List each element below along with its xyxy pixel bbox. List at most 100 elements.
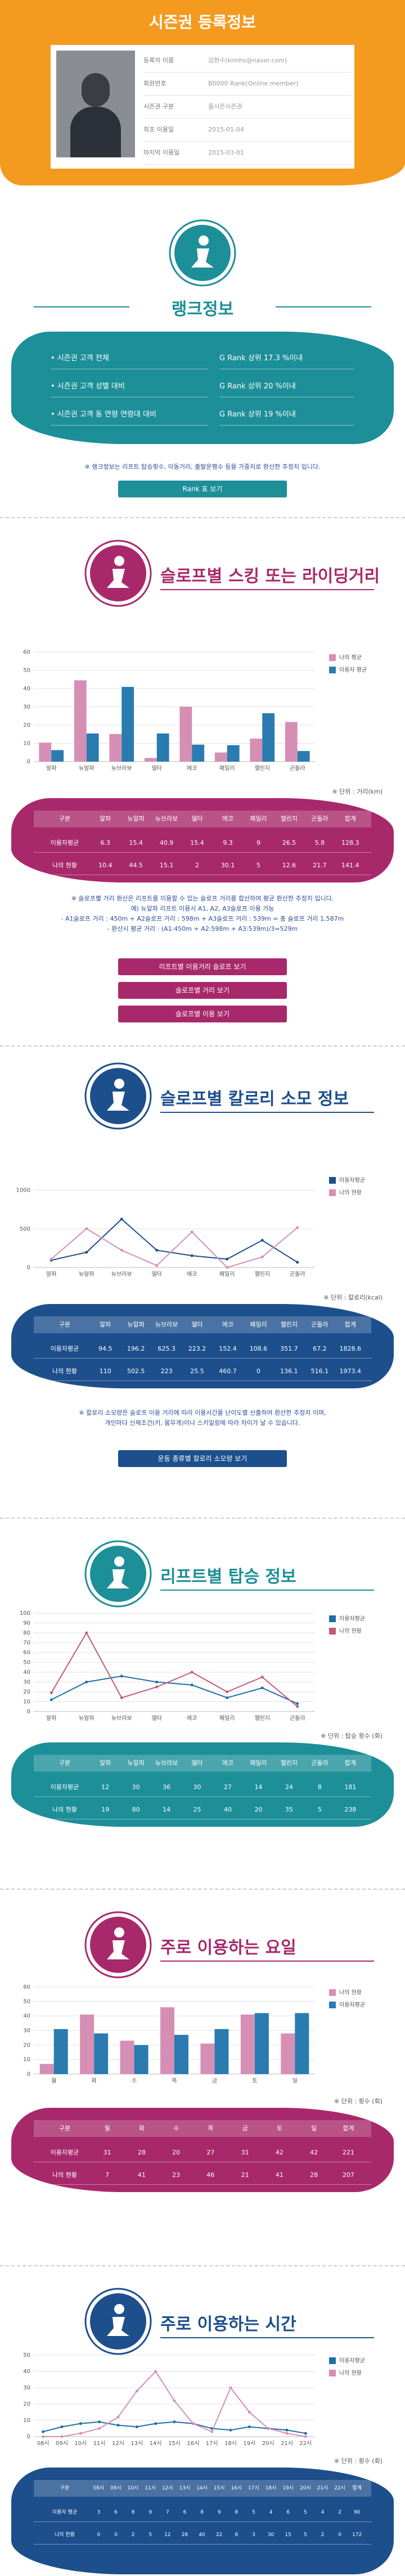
- button[interactable]: 리프트별 이용거리 슬로프 보기: [118, 958, 287, 975]
- y-tick-label: 30: [23, 1679, 30, 1686]
- table-cell: 5.8: [314, 839, 325, 846]
- note: ※ 칼로리 소모량은 슬로프 이용 거리에 따라 이용시간을 난이도별 산출하여…: [79, 1409, 326, 1416]
- x-tick-label: 금: [212, 2077, 217, 2084]
- divider: [160, 1590, 374, 1591]
- icon-glyph: [107, 1092, 129, 1111]
- legend-label: 이용자평균: [339, 1615, 365, 1622]
- table-cell: 625.3: [158, 1345, 176, 1352]
- table-cell: 나의 현황: [52, 862, 77, 869]
- point: [296, 1226, 299, 1229]
- table-cell: 30: [132, 1783, 140, 1791]
- table-header: 일: [311, 2125, 317, 2132]
- table-cell: 31: [103, 2149, 111, 2156]
- point: [85, 1251, 88, 1254]
- point: [135, 2425, 138, 2429]
- point: [50, 1691, 53, 1695]
- table-cell: 42: [275, 2149, 284, 2156]
- point: [210, 2430, 214, 2433]
- y-tick-label: 50: [23, 2352, 30, 2358]
- table-cell: 460.7: [219, 1368, 237, 1375]
- rank-banner: • 시즌권 고객 전체 G Rank 상위 17.3 %이내 • 시즌권 고객 성별…: [11, 332, 394, 444]
- point: [135, 2389, 138, 2393]
- table-cell: 15.1: [159, 862, 174, 869]
- section-icon: [84, 1911, 152, 1979]
- table-header: 에코: [222, 1759, 234, 1767]
- bar: [51, 750, 64, 762]
- table-cell: 128.3: [341, 839, 359, 846]
- x-tick-label: 15시: [168, 2440, 181, 2447]
- table-cell: 2: [321, 2532, 325, 2538]
- point: [229, 2428, 232, 2432]
- table-row-line: [34, 2521, 371, 2522]
- table-header: 09시: [110, 2486, 122, 2491]
- table-row-line: [34, 1796, 371, 1797]
- bar: [214, 752, 227, 762]
- table-cell: 1973.4: [339, 1368, 362, 1375]
- icon-glyph: [114, 556, 124, 566]
- x-tick-label: 에코: [187, 765, 197, 772]
- y-tick-label: 20: [23, 722, 30, 728]
- x-tick-label: 챌린지: [254, 765, 270, 772]
- table-cell: 238: [344, 1806, 357, 1813]
- table-header: 토: [276, 2125, 282, 2132]
- table-header-bg: [34, 1755, 371, 1772]
- table-cell: 7: [165, 2510, 169, 2515]
- x-tick-label: 뉴알파: [79, 1271, 94, 1278]
- separator: [0, 517, 405, 518]
- x-tick-label: 화: [92, 2077, 97, 2084]
- x-tick-label: 월: [51, 2077, 56, 2084]
- separator: [0, 1889, 405, 1890]
- point: [79, 2432, 82, 2435]
- bar: [295, 2013, 309, 2074]
- button[interactable]: 슬로프별 거리 보기: [118, 982, 287, 999]
- table-cell: 8: [317, 1783, 322, 1791]
- y-tick-label: 70: [23, 1640, 30, 1646]
- x-tick-label: 곤돌라: [290, 1715, 305, 1722]
- table-banner: 구분 알파 뉴알파 뉴브라보 델타 에코 패밀리 챌린지 곤돌라 합계 이용자평균 94.5 196.2…: [11, 1304, 394, 1388]
- divider: [160, 1112, 374, 1113]
- point: [116, 2424, 120, 2427]
- legend-swatch: [329, 667, 336, 673]
- section-title: 랭크정보: [171, 300, 234, 319]
- table-header: 패밀리: [250, 1321, 267, 1328]
- table-banner: 구분 알파 뉴알파 뉴브라보 델타 에코 패밀리 챌린지 곤돌라 합계 이용자평균 12 30 36 30 2…: [11, 1742, 394, 1827]
- y-tick-label: 30: [23, 2385, 30, 2391]
- bar: [179, 707, 192, 762]
- table-cell: 110: [99, 1368, 111, 1375]
- x-tick-label: 패밀리: [219, 1271, 235, 1278]
- bar: [174, 2035, 188, 2074]
- separator: [0, 2265, 405, 2266]
- button[interactable]: 운동 종류별 칼로리 소모량 보기: [118, 1450, 287, 1467]
- x-tick-label: 곤돌라: [290, 1271, 305, 1278]
- chart: 0 10 20 30 40 50 60 알파 뉴알파 뉴브라보 델타 에코 패밀리 챌린지 곤돌라 나의 평균…: [23, 649, 367, 772]
- point: [155, 1681, 159, 1683]
- button[interactable]: Rank 표 보기: [118, 481, 287, 497]
- table-header: 곤돌라: [311, 815, 328, 822]
- table-cell: 이용자평균: [50, 1783, 79, 1791]
- y-tick-label: 0: [27, 2434, 30, 2440]
- section-icon: [84, 1540, 152, 1608]
- table-row-line: [34, 2544, 371, 2545]
- x-tick-label: 13시: [130, 2440, 143, 2447]
- info-row: 회원번호 B0000 Rank(Online member): [143, 73, 352, 96]
- table-header: 알파: [100, 1321, 111, 1328]
- point: [190, 1670, 194, 1674]
- info-box: 등록자 이름 김현수(kimhs@naver.com) 회원번호 B0000 Rank…: [51, 45, 354, 169]
- point: [154, 2370, 158, 2373]
- table-header-bg: [34, 2480, 371, 2497]
- table-header: 합계: [343, 2125, 354, 2132]
- section-icon: [169, 219, 236, 287]
- bar: [94, 2033, 109, 2074]
- y-tick-label: 60: [23, 649, 30, 655]
- table-cell: 26.5: [282, 839, 296, 846]
- x-tick-label: 16시: [187, 2440, 199, 2447]
- note: - 환산시 평균 거리 : (A1:450m + A2:598m + A3:53…: [107, 925, 298, 932]
- point: [226, 1690, 229, 1694]
- table-cell: 28: [137, 2149, 146, 2156]
- bar: [214, 2029, 229, 2074]
- table-cell: 67.2: [313, 1345, 327, 1352]
- table-cell: 35: [285, 1806, 293, 1813]
- button[interactable]: 슬로프별 이용 보기: [118, 1006, 287, 1022]
- legend-swatch: [329, 1177, 336, 1184]
